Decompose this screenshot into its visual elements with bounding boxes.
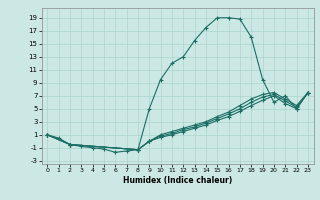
- X-axis label: Humidex (Indice chaleur): Humidex (Indice chaleur): [123, 176, 232, 185]
